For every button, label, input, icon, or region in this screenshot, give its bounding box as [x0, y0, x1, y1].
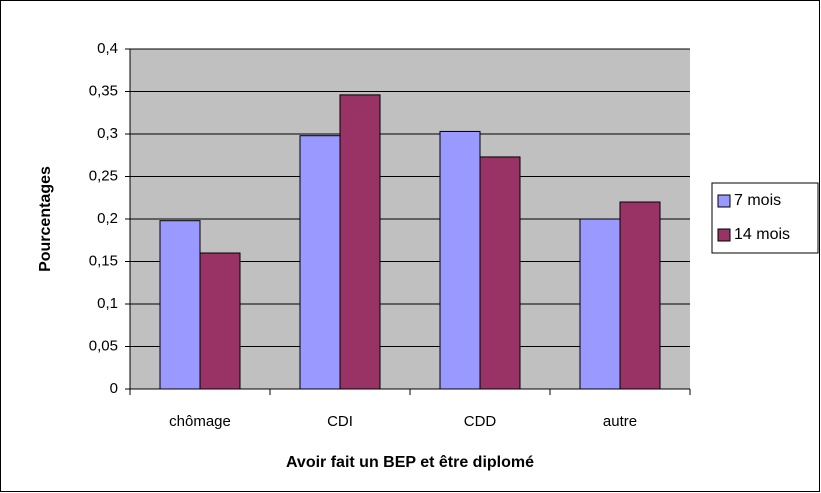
- legend-swatch: [717, 228, 731, 242]
- y-tick-label: 0,15: [89, 252, 118, 269]
- y-tick-label: 0,05: [89, 337, 118, 354]
- x-tick-label: CDD: [464, 413, 497, 430]
- y-tick-label: 0,3: [97, 125, 118, 142]
- legend-label: 14 mois: [734, 226, 790, 243]
- x-axis-label: Avoir fait un BEP et être diplomé: [286, 454, 534, 471]
- y-tick-label: 0,1: [97, 295, 118, 312]
- y-axis-label: Pourcentages: [37, 166, 54, 272]
- bar: [299, 135, 341, 390]
- y-tick-label: 0,25: [89, 167, 118, 184]
- bar: [199, 252, 241, 390]
- legend-label: 7 mois: [734, 192, 781, 209]
- y-tick-label: 0,2: [97, 210, 118, 227]
- y-tick-label: 0: [110, 380, 118, 397]
- x-tick-label: CDI: [327, 413, 353, 430]
- bar: [619, 201, 661, 390]
- x-tick-label: autre: [603, 413, 637, 430]
- x-tick-label: chômage: [169, 413, 231, 430]
- bar: [479, 156, 521, 390]
- bar: [579, 218, 621, 390]
- y-tick-label: 0,35: [89, 82, 118, 99]
- y-tick-label: 0,4: [97, 40, 118, 57]
- bar: [159, 220, 201, 390]
- legend-swatch: [717, 194, 731, 208]
- bar: [439, 130, 481, 390]
- bar: [339, 94, 381, 390]
